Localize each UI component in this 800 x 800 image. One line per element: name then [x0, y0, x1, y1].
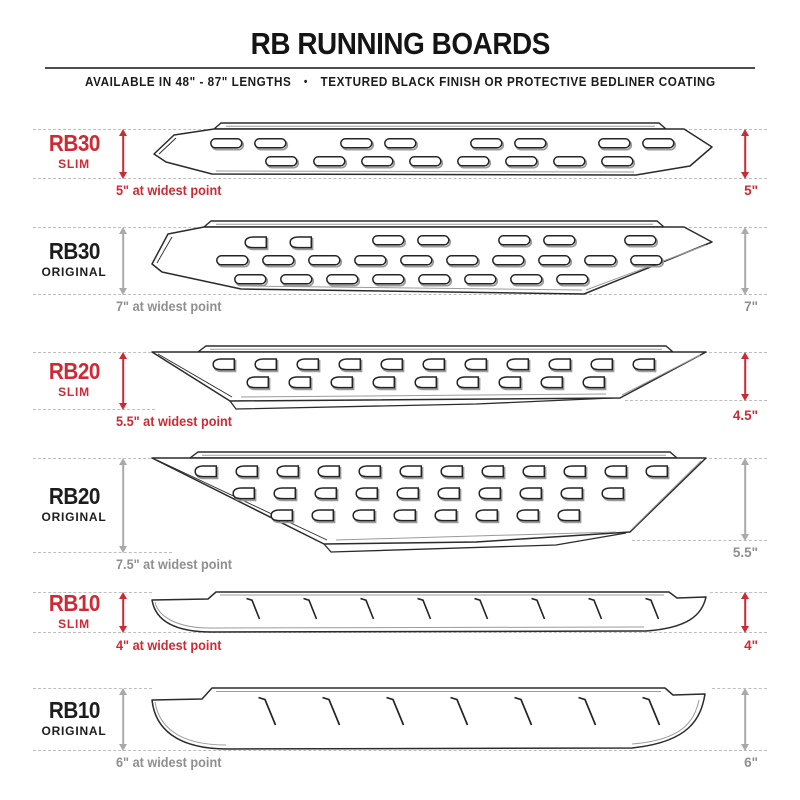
subtitle: AVAILABLE IN 48" - 87" LENGTHS • TEXTURED … — [85, 74, 716, 89]
bullet-separator: • — [303, 76, 308, 88]
subtitle-lengths: AVAILABLE IN 48" - 87" LENGTHS — [84, 74, 291, 89]
extension-line-bottom — [33, 294, 767, 295]
extension-line-top-left — [33, 592, 152, 593]
board-drawing-rb30-slim — [153, 122, 713, 176]
lower-lip — [323, 532, 627, 553]
lower-lip — [229, 397, 613, 410]
height-label: 5.5" — [732, 545, 758, 560]
spec-row-rb30-original: RB30 ORIGINAL 7" at widest point 7" — [0, 218, 800, 314]
height-label: 6" — [744, 755, 758, 770]
extension-line-bottom-left — [33, 552, 172, 553]
spec-row-rb10-original: RB10 ORIGINAL 6" at widest point 6" — [0, 682, 800, 770]
model-name: RB10 — [48, 697, 100, 723]
extension-line-top-left — [33, 688, 152, 689]
width-note: 4" at widest point — [116, 638, 222, 653]
extension-line-bottom — [33, 632, 767, 633]
spec-row-rb30-slim: RB30 SLIM 5" at widest point 5" — [0, 120, 800, 200]
dimension-arrow-left — [118, 688, 128, 751]
height-label: 7" — [744, 299, 758, 314]
width-note: 5" at widest point — [116, 183, 222, 198]
model-name: RB30 — [48, 130, 100, 156]
page-title-wrap: RB RUNNING BOARDS — [0, 26, 800, 62]
height-label: 5" — [744, 183, 758, 198]
dimension-arrow-right — [740, 352, 750, 401]
width-note: 7" at widest point — [116, 299, 222, 314]
variant-name: SLIM — [58, 157, 90, 171]
model-label: RB10 ORIGINAL — [26, 697, 122, 738]
variant-name: SLIM — [58, 617, 90, 631]
dimension-arrow-left — [118, 227, 128, 295]
spec-row-rb20-slim: RB20 SLIM 5.5" at widest point 4.5" — [0, 344, 800, 429]
width-note: 6" at widest point — [116, 755, 222, 770]
height-label: 4.5" — [732, 408, 758, 423]
dimension-arrow-right — [740, 688, 750, 751]
extension-line-bottom — [33, 750, 767, 751]
dimension-arrow-right — [740, 592, 750, 633]
spec-row-rb10-slim: RB10 SLIM 4" at widest point 4" — [0, 586, 800, 653]
dimension-arrow-left — [118, 129, 128, 179]
board-drawing-rb10-original — [151, 687, 706, 750]
width-note: 5.5" at widest point — [116, 414, 233, 429]
extension-line-bottom-right — [625, 400, 767, 401]
board-drawing-rb30-original — [151, 220, 713, 295]
model-label: RB20 ORIGINAL — [26, 483, 122, 524]
variant-name: ORIGINAL — [41, 265, 107, 279]
spec-row-rb20-original: RB20 ORIGINAL 7.5" at widest point 5.5" — [0, 450, 800, 572]
variant-name: SLIM — [58, 385, 90, 399]
board-drawing-rb10-slim — [151, 591, 707, 633]
subtitle-finish: TEXTURED BLACK FINISH OR PROTECTIVE BEDL… — [320, 74, 716, 89]
model-name: RB30 — [48, 238, 100, 264]
board-outline — [151, 591, 707, 633]
width-note: 7.5" at widest point — [116, 557, 233, 572]
model-name: RB20 — [48, 358, 100, 384]
model-label: RB20 SLIM — [26, 358, 122, 399]
extension-line-bottom-right — [632, 540, 767, 541]
dimension-arrow-left — [118, 458, 128, 553]
dimension-arrow-left — [118, 592, 128, 633]
dimension-arrow-right — [740, 458, 750, 541]
variant-name: ORIGINAL — [41, 510, 107, 524]
board-outline — [151, 687, 706, 750]
board-drawing-rb20-original — [151, 451, 707, 553]
dimension-arrow-right — [740, 129, 750, 179]
model-label: RB30 ORIGINAL — [26, 238, 122, 279]
model-name: RB20 — [48, 483, 100, 509]
extension-line-bottom-left — [33, 409, 155, 410]
model-label: RB30 SLIM — [26, 130, 122, 171]
variant-name: ORIGINAL — [41, 724, 107, 738]
model-label: RB10 SLIM — [26, 590, 122, 631]
dimension-arrow-right — [740, 227, 750, 295]
dimension-arrow-left — [118, 352, 128, 410]
subtitle-wrap: AVAILABLE IN 48" - 87" LENGTHS • TEXTURED … — [0, 73, 800, 91]
page-title: RB RUNNING BOARDS — [250, 26, 550, 61]
extension-line-top-right — [710, 592, 767, 593]
title-divider — [45, 67, 755, 69]
height-label: 4" — [744, 638, 758, 653]
board-drawing-rb20-slim — [151, 345, 707, 410]
extension-line-bottom — [33, 178, 767, 179]
model-name: RB10 — [48, 590, 100, 616]
